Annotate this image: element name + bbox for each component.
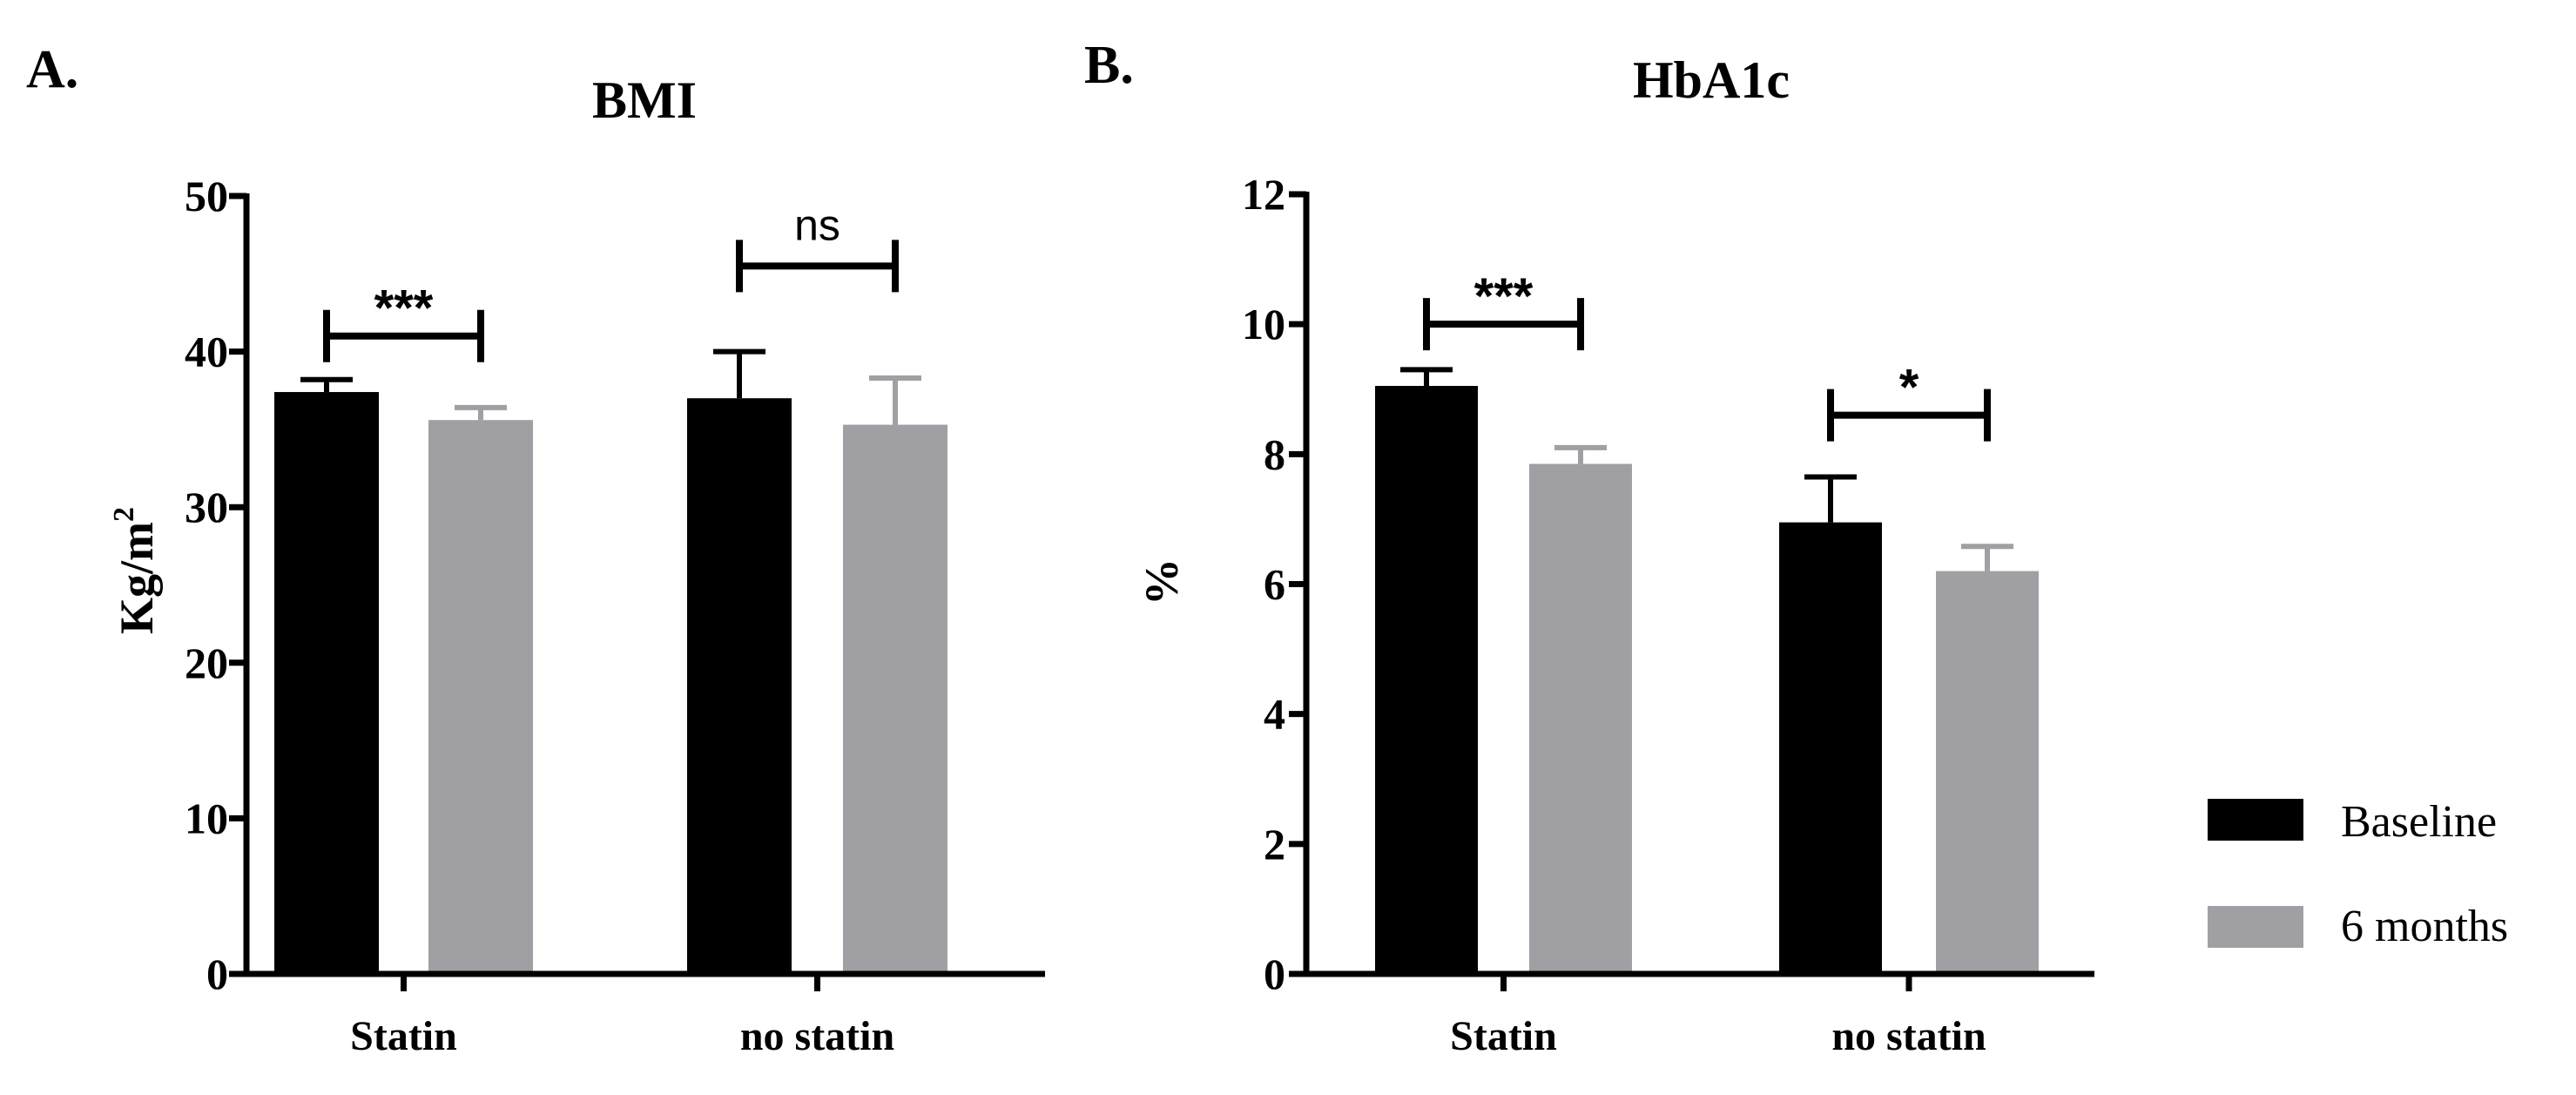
panel-a-bar-6-months-0: [428, 420, 533, 975]
panel-a-sig-label: ***: [374, 281, 434, 337]
panel-a-y-tick-label: 0: [206, 950, 228, 998]
panel-a-sig-label: ns: [794, 200, 840, 249]
legend: Baseline 6 months: [2208, 797, 2508, 951]
panel-b-bar-baseline-1: [1779, 522, 1882, 974]
panel-a-y-axis-label: Kg/m2: [108, 507, 163, 634]
panel-b-bar-6-months-0: [1529, 463, 1632, 974]
panel-b-y-axis-label: %: [1136, 558, 1188, 605]
legend-label-6-months: 6 months: [2341, 902, 2508, 951]
panel-b-y-tick-label: 12: [1242, 170, 1285, 219]
panel-a-y-axis-label-main: Kg/m: [111, 522, 163, 634]
panel-b-sig-label: ***: [1474, 268, 1534, 325]
panel-a-bar-baseline-1: [687, 398, 792, 974]
panel-b-title: HbA1c: [1633, 51, 1790, 109]
panel-a-y-tick-label: 20: [185, 639, 228, 687]
panel-b-x-tick-label: no statin: [1831, 1013, 1986, 1059]
panel-b-y-tick-label: 0: [1264, 950, 1285, 998]
legend-swatch-baseline: [2208, 799, 2303, 841]
panel-a-letter: A.: [26, 40, 78, 99]
panel-b-x-tick-label: Statin: [1450, 1013, 1557, 1059]
panel-a-title: BMI: [592, 71, 697, 129]
panel-b-letter: B.: [1084, 36, 1134, 95]
panel-a-x-tick-label: no statin: [740, 1013, 894, 1059]
panel-b-bar-6-months-1: [1936, 571, 2039, 974]
panel-a-chart: 0 10 20 30 40 50 Statin no statin *** ns: [185, 172, 1045, 1059]
panel-b-y-tick-label: 8: [1264, 429, 1285, 478]
panel-b-y-tick-label: 10: [1242, 300, 1285, 348]
panel-b-y-tick-label: 4: [1264, 690, 1285, 739]
panel-b-y-tick-label: 2: [1264, 820, 1285, 869]
panel-a-bar-baseline-0: [274, 392, 379, 974]
panel-b-sig-label: *: [1899, 360, 1919, 416]
panel-a-y-tick-label: 40: [185, 328, 228, 376]
panel-a-y-axis-label-sup: 2: [108, 507, 140, 522]
panel-a-y-tick-label: 30: [185, 483, 228, 531]
panel-a-x-tick-label: Statin: [350, 1013, 457, 1059]
panel-b-bar-baseline-0: [1375, 386, 1478, 974]
legend-label-baseline: Baseline: [2341, 797, 2497, 847]
panel-a-y-tick-label: 50: [185, 172, 228, 220]
panel-a-y-tick-label: 10: [185, 794, 228, 842]
panel-b-y-tick-label: 6: [1264, 560, 1285, 609]
panel-a-bar-6-months-1: [843, 424, 947, 974]
legend-swatch-6-months: [2208, 906, 2303, 948]
